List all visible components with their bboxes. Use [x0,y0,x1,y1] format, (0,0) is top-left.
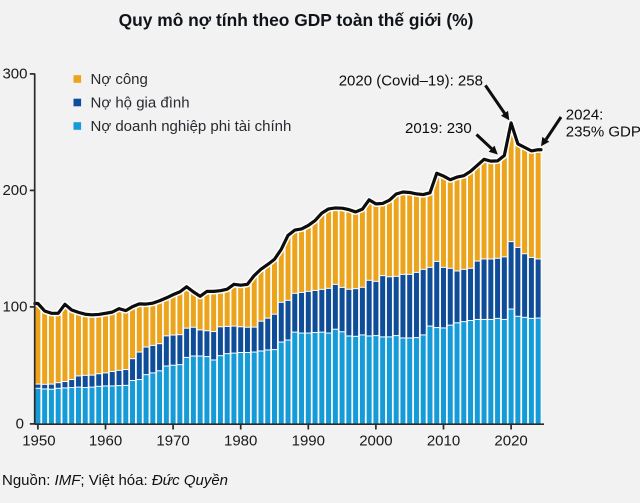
svg-text:235% GDP: 235% GDP [566,123,640,140]
svg-text:200: 200 [2,182,27,199]
svg-text:2024:: 2024: [566,106,604,123]
svg-text:1970: 1970 [156,433,189,450]
svg-text:1950: 1950 [22,433,55,450]
svg-text:Quy mô nợ tính theo GDP toàn t: Quy mô nợ tính theo GDP toàn thế giới (%… [119,10,474,30]
svg-text:Nợ hộ gia đình: Nợ hộ gia đình [91,95,190,112]
svg-text:100: 100 [2,299,27,316]
svg-text:300: 300 [2,66,27,83]
svg-text:1990: 1990 [292,433,325,450]
svg-text:0: 0 [16,415,24,432]
svg-text:2019: 230: 2019: 230 [405,120,472,137]
svg-text:1980: 1980 [224,433,257,450]
svg-text:Nợ doanh nghiệp phi tài chính: Nợ doanh nghiệp phi tài chính [91,118,292,135]
svg-text:2010: 2010 [427,433,460,450]
svg-text:2020: 2020 [494,433,527,450]
svg-text:1960: 1960 [89,433,122,450]
svg-text:2000: 2000 [359,433,392,450]
svg-text:Nguồn: IMF; Việt hóa: Đức Quyề: Nguồn: IMF; Việt hóa: Đức Quyền [2,472,228,489]
svg-text:Nợ công: Nợ công [91,71,148,88]
svg-text:2020 (Covid–19): 258: 2020 (Covid–19): 258 [339,72,483,89]
